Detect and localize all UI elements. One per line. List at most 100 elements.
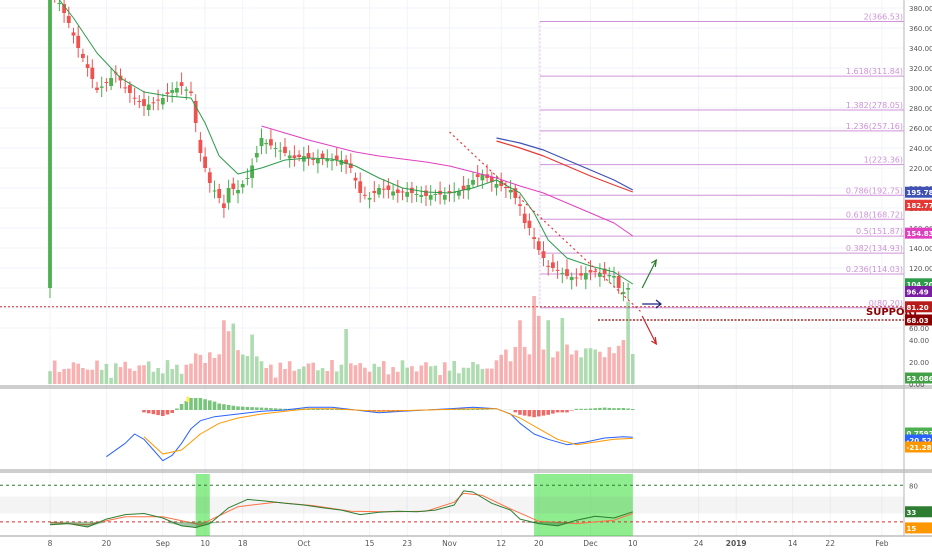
time-tick-label: 20 [534, 539, 544, 548]
volume-bar [147, 362, 151, 385]
candle-body [405, 192, 409, 197]
candle-body [274, 148, 278, 149]
candle-body [133, 98, 137, 99]
volume-bar [72, 362, 76, 384]
volume-bar [81, 368, 85, 384]
volume-bar [509, 361, 513, 384]
macd-histogram-bar [589, 409, 593, 411]
candle-body [250, 166, 254, 179]
candle-body [443, 195, 447, 200]
time-tick-label: Oct [297, 539, 310, 548]
candle-body [227, 188, 231, 203]
price-tick-label: 360.00 [909, 25, 932, 33]
fib-level-label: 2(366.53) [864, 12, 903, 21]
candle-body [532, 237, 536, 239]
macd-histogram-bar [170, 410, 174, 413]
volume-bar [504, 350, 508, 384]
volume-bar [349, 363, 353, 384]
volume-bar [556, 351, 560, 384]
candle-body [387, 186, 391, 191]
volume-bar [598, 352, 602, 384]
candle-body [335, 156, 339, 160]
volume-bar [241, 355, 245, 385]
price-tick-label: 320.00 [909, 65, 932, 73]
volume-bar [528, 354, 532, 384]
macd-histogram-bar [584, 409, 588, 410]
candle-body [542, 251, 546, 258]
macd-histogram-bar [532, 410, 536, 417]
volume-bar [293, 371, 297, 384]
volume-bar [382, 361, 386, 384]
volume-bar [269, 365, 273, 384]
time-tick-label: 22 [825, 539, 835, 548]
candle-body [269, 139, 273, 145]
candle-body [100, 87, 104, 88]
volume-bar [114, 363, 118, 384]
time-tick-label: 8 [48, 539, 53, 548]
volume-bar [326, 371, 330, 384]
candle-body [377, 188, 381, 195]
candle-body [570, 277, 574, 280]
volume-bar [142, 365, 146, 384]
volume-bar [217, 354, 221, 384]
volume-bar [283, 369, 287, 384]
volume-bar [495, 360, 499, 384]
macd-histogram-bar [626, 409, 630, 411]
candle-body [180, 82, 184, 86]
volume-bar [274, 378, 278, 384]
candle-body [288, 156, 292, 159]
volume-bar [170, 369, 174, 384]
price-tick-label: 280.00 [909, 105, 932, 113]
volume-bar [340, 365, 344, 384]
candle-body [297, 155, 301, 157]
candle-body [152, 102, 156, 103]
macd-histogram-bar [537, 410, 541, 416]
candle-body [147, 105, 151, 111]
volume-bar [485, 369, 489, 385]
candle-body [81, 54, 85, 58]
fib-level-label: 0.236(114.03) [846, 265, 903, 274]
volume-bar [311, 363, 315, 384]
candle-body [321, 154, 325, 158]
candle-body [264, 143, 268, 144]
volume-bar [631, 354, 635, 384]
macd-histogram-bar [189, 398, 193, 410]
volume-bar [232, 324, 236, 385]
candle-body [401, 191, 405, 192]
macd-histogram-bar [199, 398, 203, 410]
candle-body [471, 180, 475, 185]
volume-bar [76, 364, 80, 384]
volume-bar [180, 374, 184, 384]
candle-body [76, 36, 80, 48]
volume-bar [401, 360, 405, 384]
candle-body [90, 68, 94, 79]
macd-histogram-bar [147, 410, 151, 413]
volume-badge-text: 53.0866 [907, 375, 932, 383]
macd-histogram-bar [523, 410, 527, 416]
volume-bar [264, 368, 268, 384]
candle-body [307, 153, 311, 158]
macd-histogram-bar [612, 408, 616, 410]
volume-bar [246, 356, 250, 384]
price-tick-label: 240.00 [909, 145, 932, 153]
volume-bar [133, 371, 137, 384]
volume-bar [565, 345, 569, 385]
volume-bar [471, 362, 475, 384]
volume-bar [518, 320, 522, 384]
volume-bar [622, 340, 626, 384]
candle-body [429, 195, 433, 200]
volume-bar [438, 375, 442, 384]
candle-body [67, 16, 71, 23]
candle-body [246, 178, 250, 179]
macd-histogram-bar [194, 398, 198, 410]
volume-bar [62, 369, 66, 384]
volume-bar [335, 371, 339, 384]
volume-bar [593, 350, 597, 385]
volume-bar [373, 364, 377, 384]
volume-bar [467, 368, 471, 384]
price-tick-label: 220.00 [909, 165, 932, 173]
volume-bar [443, 362, 447, 384]
rsi-badge-text: 33 [907, 509, 917, 517]
